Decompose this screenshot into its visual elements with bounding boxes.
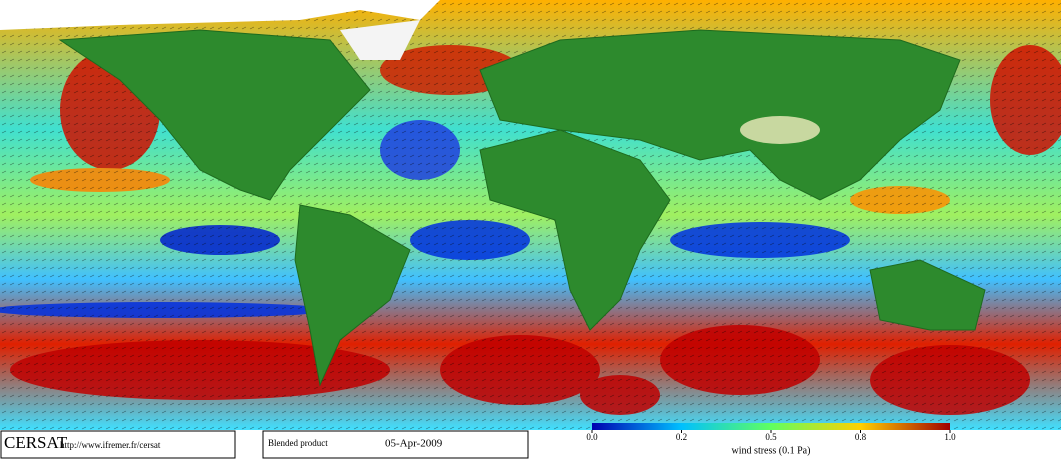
colorbar-label: wind stress (0.1 Pa)	[732, 445, 811, 456]
colorbar-tick-label: 0.2	[676, 432, 687, 442]
product: Blended product	[268, 438, 328, 448]
date: 05-Apr-2009	[385, 438, 443, 450]
colorbar-tick-label: 1.0	[944, 432, 956, 442]
colorbar-tick-label: 0.5	[765, 432, 777, 442]
logo-box	[0, 430, 236, 459]
footer: CERSAT http://www.ifremer.fr/cersat Blen…	[0, 423, 950, 459]
product-box	[262, 430, 529, 459]
colorbar-tick-label: 0.0	[586, 432, 598, 442]
map	[0, 0, 1061, 430]
url: http://www.ifremer.fr/cersat	[60, 440, 161, 450]
colorbar-tick-label: 0.8	[855, 432, 867, 442]
logo: CERSAT	[4, 433, 68, 452]
colorbar	[592, 423, 950, 430]
